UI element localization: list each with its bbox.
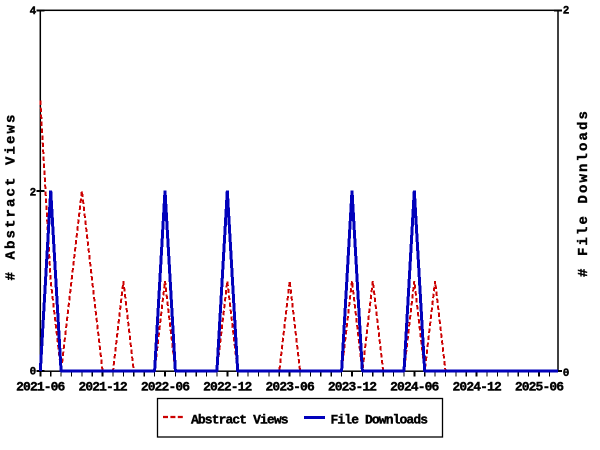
svg-text:2023-06: 2023-06	[266, 380, 315, 395]
svg-text:2021-06: 2021-06	[16, 380, 65, 395]
svg-text:# File Downloads: # File Downloads	[576, 109, 592, 277]
svg-text:2: 2	[30, 187, 37, 199]
svg-text:2024-12: 2024-12	[453, 380, 502, 395]
svg-text:0: 0	[563, 368, 570, 380]
svg-text:0: 0	[30, 367, 37, 379]
svg-text:2021-12: 2021-12	[78, 380, 127, 395]
svg-text:2025-06: 2025-06	[515, 380, 564, 395]
svg-text:2: 2	[563, 6, 570, 18]
svg-text:File Downloads: File Downloads	[331, 413, 429, 428]
svg-text:Abstract Views: Abstract Views	[191, 413, 289, 428]
svg-text:2022-06: 2022-06	[141, 380, 190, 395]
svg-text:2024-06: 2024-06	[390, 380, 439, 395]
svg-text:2022-12: 2022-12	[203, 380, 252, 395]
svg-text:2023-12: 2023-12	[328, 380, 377, 395]
svg-text:# Abstract Views: # Abstract Views	[4, 112, 20, 280]
svg-text:4: 4	[30, 6, 37, 18]
